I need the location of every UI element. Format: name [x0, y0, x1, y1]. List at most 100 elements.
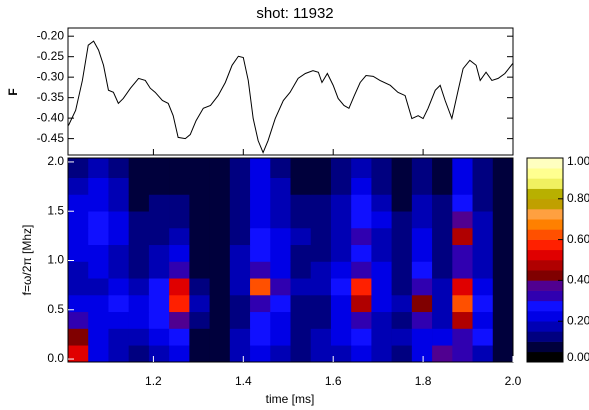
heat-cell: [229, 328, 251, 346]
heat-cell: [371, 294, 392, 313]
heat-cell: [209, 194, 231, 212]
y-axis-label: F: [6, 88, 20, 95]
heat-cell: [432, 194, 453, 212]
heat-cell: [432, 311, 453, 329]
heat-cell: [270, 278, 291, 296]
heat-cell: [108, 177, 129, 195]
heat-cell: [250, 294, 271, 313]
heat-cell: [209, 211, 231, 229]
y-tick-label: -0.20: [37, 28, 65, 42]
heat-cell: [411, 311, 433, 329]
colorbar-tick-label: 1.00: [567, 154, 589, 168]
heat-cell: [209, 278, 231, 296]
heat-cell: [452, 244, 473, 262]
heat-cell: [411, 294, 433, 313]
heat-cell: [148, 261, 170, 279]
heat-cell: [270, 311, 291, 329]
heat-cell: [432, 294, 453, 313]
heat-cell: [270, 227, 291, 246]
heat-cell: [128, 227, 150, 246]
heat-cell: [351, 177, 372, 195]
heat-cell: [391, 278, 413, 296]
heat-cell: [88, 227, 109, 246]
colorbar-band: [527, 260, 563, 271]
heat-cell: [330, 294, 352, 313]
heat-cell: [169, 345, 190, 363]
heat-cell: [472, 294, 494, 313]
heat-cell: [250, 211, 271, 229]
heat-cell: [452, 294, 473, 313]
heat-cell: [472, 278, 494, 296]
heat-cell: [371, 328, 392, 346]
heat-cell: [371, 194, 392, 212]
heat-cell: [290, 311, 312, 329]
heat-cell: [391, 244, 413, 262]
heat-cell: [68, 177, 89, 195]
heat-cell: [290, 211, 312, 229]
heat-cell: [472, 158, 494, 179]
heat-cell: [209, 345, 231, 363]
colorbar-band: [527, 321, 563, 332]
heat-cell: [492, 177, 514, 195]
heat-cell: [209, 294, 231, 313]
heat-cell: [108, 211, 129, 229]
heat-cell: [432, 278, 453, 296]
heat-cell: [432, 261, 453, 279]
heat-cell: [330, 261, 352, 279]
heat-cell: [209, 177, 231, 195]
heat-cell: [209, 227, 231, 246]
heat-cell: [371, 261, 392, 279]
heat-cell: [432, 244, 453, 262]
heat-cell: [128, 261, 150, 279]
heat-cell: [472, 177, 494, 195]
heat-cell: [371, 177, 392, 195]
heat-cell: [432, 345, 453, 363]
colorbar-tick-label: 0.00: [567, 350, 589, 364]
heat-cell: [290, 261, 312, 279]
heat-cell: [128, 294, 150, 313]
heat-cell: [209, 328, 231, 346]
heat-cell: [432, 177, 453, 195]
heat-cell: [391, 261, 413, 279]
colorbar-band: [527, 198, 563, 210]
heat-cell: [68, 244, 89, 262]
heat-cell: [209, 244, 231, 262]
heat-cell: [128, 158, 150, 179]
heat-cell: [391, 345, 413, 363]
heat-cell: [270, 194, 291, 212]
heat-cell: [391, 294, 413, 313]
heat-cell: [351, 194, 372, 212]
heat-cell: [310, 211, 332, 229]
heat-cell: [371, 278, 392, 296]
heat-cell: [148, 194, 170, 212]
heat-cell: [108, 158, 129, 179]
heat-cell: [68, 261, 89, 279]
heat-cell: [310, 278, 332, 296]
heat-cell: [189, 227, 210, 246]
heat-cell: [310, 177, 332, 195]
colorbar-band: [527, 229, 563, 240]
heat-cell: [452, 261, 473, 279]
heat-cell: [270, 158, 291, 179]
heat-cell: [452, 227, 473, 246]
heat-cell: [310, 261, 332, 279]
heat-cell: [169, 177, 190, 195]
heat-cell: [68, 345, 89, 363]
heat-cell: [88, 177, 109, 195]
heat-cell: [492, 261, 514, 279]
heat-cell: [229, 261, 251, 279]
heat-cell: [472, 244, 494, 262]
heat-cell: [229, 294, 251, 313]
heat-cell: [411, 328, 433, 346]
heat-cell: [290, 328, 312, 346]
heat-cell: [391, 328, 413, 346]
heat-cell: [492, 158, 514, 179]
heat-cell: [108, 328, 129, 346]
y-tick-label: 0.0: [47, 351, 64, 365]
heat-cell: [169, 278, 190, 296]
heat-cell: [330, 194, 352, 212]
x-tick-label: 1.6: [325, 374, 342, 388]
heat-cell: [472, 345, 494, 363]
heat-cell: [391, 211, 413, 229]
